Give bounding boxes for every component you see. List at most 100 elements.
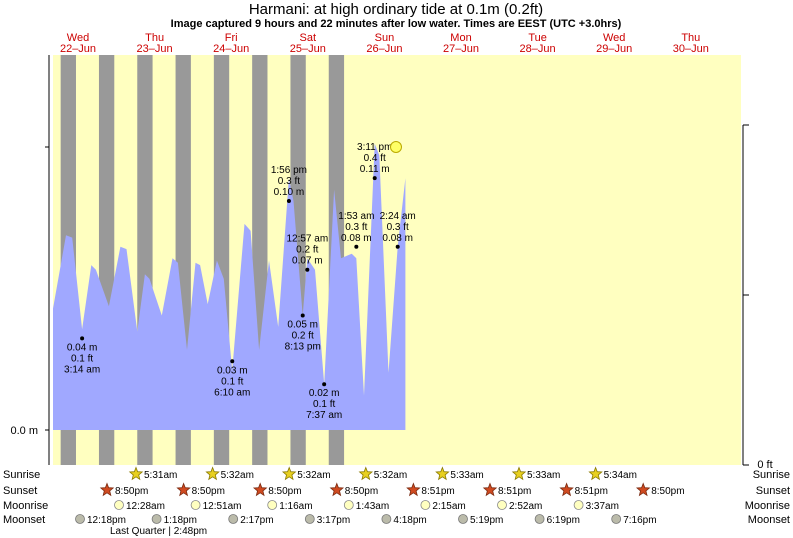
day-of-week-label: Mon: [450, 32, 471, 44]
sunset-star-icon: [252, 482, 268, 497]
moonset-time: 7:16pm: [623, 515, 656, 526]
moonrise-icon: [343, 500, 354, 510]
extreme-time-label: 12:57 am: [286, 234, 328, 245]
sunset-time: 8:51pm: [575, 486, 608, 497]
moonrise-icon: [420, 500, 431, 510]
sunrise-star-icon: [588, 466, 603, 481]
date-label: 24–Jun: [213, 43, 249, 55]
tide-extreme-point: [305, 267, 310, 272]
extreme-time-label: 8:13 pm: [285, 342, 321, 353]
tide-extreme-point: [286, 199, 291, 203]
day-of-week-label: Tue: [528, 32, 547, 44]
tide-area: [53, 143, 406, 431]
day-of-week-label: Sun: [375, 32, 395, 44]
row-label-right: Sunset: [756, 485, 790, 497]
moon-icon: [390, 141, 402, 153]
tide-extreme-point: [322, 382, 327, 387]
chart-title: Harmani: at high ordinary tide at 0.1m (…: [249, 1, 543, 18]
plot-area: 0.04 m0.1 ft3:14 am 0.03 m0.1 ft6:10 am1:…: [10, 55, 773, 471]
sunset-star-icon: [482, 482, 498, 497]
moonset-time: 2:17pm: [240, 515, 273, 526]
moonrise-icon: [114, 500, 124, 510]
sunrise-time: 5:34am: [604, 470, 637, 481]
moonset-icon: [75, 514, 85, 524]
tide-extreme-point: [230, 359, 235, 364]
chart-subtitle: Image captured 9 hours and 22 minutes af…: [171, 18, 622, 30]
extreme-ft-label: 0.3 ft: [387, 222, 409, 233]
date-label: 25–Jun: [290, 43, 326, 55]
row-label-left: Sunset: [3, 485, 37, 497]
extreme-m-label: 0.08 m: [341, 233, 372, 244]
moon-phase-note: Last Quarter | 2:48pm: [110, 526, 207, 537]
extreme-ft-label: 0.4 ft: [364, 153, 386, 164]
date-label: 28–Jun: [520, 43, 556, 55]
sunrise-star-icon: [205, 466, 220, 481]
extreme-time-label: 3:11 pm: [357, 142, 392, 153]
extreme-m-label: 0.03 m: [217, 365, 248, 376]
astro-table: Sunrise Sunrise Sunset Sunset Moonrise Moonri…: [3, 466, 790, 537]
extreme-ft-label: 0.1 ft: [313, 399, 335, 410]
moonset-time: 6:19pm: [547, 515, 580, 526]
sunset-star-icon: [99, 482, 115, 497]
tide-extreme-point: [354, 244, 359, 249]
extreme-m-label: 0.04 m: [67, 342, 98, 353]
moonset-time: 1:18pm: [164, 515, 197, 526]
sunrise-time: 5:32am: [297, 470, 330, 481]
sunset-star-icon: [329, 482, 345, 497]
sunrise-star-icon: [281, 466, 297, 481]
moonset-time: 4:18pm: [393, 515, 426, 526]
extreme-m-label: 0.05 m: [287, 320, 318, 331]
moonrise-time: 2:52am: [509, 501, 542, 512]
sunrise-star-icon: [128, 466, 144, 481]
extreme-time-label: 1:53 am: [338, 211, 374, 222]
extreme-time-label: 2:24 am: [380, 211, 416, 222]
moonset-time: 5:19pm: [470, 515, 503, 526]
sunrise-star-icon: [358, 466, 374, 481]
sunset-time: 8:51pm: [498, 486, 531, 497]
extreme-ft-label: 0.3 ft: [345, 222, 367, 233]
tide-extreme-point: [300, 313, 305, 318]
sunrise-time: 5:32am: [221, 470, 254, 481]
moonrise-time: 1:16am: [279, 501, 312, 512]
sunrise-star-icon: [511, 466, 527, 481]
date-label: 26–Jun: [366, 43, 402, 55]
extreme-time-label: 7:37 am: [306, 410, 342, 421]
day-of-week-label: Wed: [67, 32, 89, 44]
sunset-time: 8:50pm: [345, 486, 378, 497]
extreme-ft-label: 0.2 ft: [296, 245, 318, 256]
moonset-icon: [304, 514, 315, 524]
day-of-week-label: Sat: [300, 32, 317, 44]
extreme-time-label: 3:14 am: [64, 364, 100, 375]
tide-extreme-point: [372, 176, 377, 181]
sunset-star-icon: [406, 482, 421, 497]
moonset-icon: [611, 514, 622, 524]
sunset-time: 8:50pm: [115, 486, 148, 497]
extreme-m-label: 0.11 m: [360, 164, 390, 175]
moonrise-time: 3:37am: [586, 501, 619, 512]
date-label: 29–Jun: [596, 43, 632, 55]
row-label-right: Moonset: [748, 514, 790, 526]
extreme-ft-label: 0.1 ft: [71, 353, 93, 364]
extreme-time-label: 6:10 am: [214, 387, 250, 398]
moonset-time: 3:17pm: [317, 515, 350, 526]
moonrise-time: 12:28am: [126, 501, 165, 512]
y-axis-label-ft: 0 ft: [757, 459, 772, 471]
moonrise-icon: [573, 500, 584, 510]
moonrise-icon: [190, 500, 201, 510]
moonset-icon: [381, 514, 392, 524]
day-of-week-label: Thu: [145, 32, 164, 44]
sunset-time: 8:50pm: [192, 486, 225, 497]
extreme-m-label: 0.07 m: [292, 256, 323, 267]
row-label-left: Sunrise: [3, 469, 40, 481]
sunrise-star-icon: [435, 466, 450, 481]
moonset-icon: [458, 514, 468, 524]
extreme-ft-label: 0.3 ft: [278, 176, 300, 187]
sunset-time: 8:50pm: [651, 486, 684, 497]
row-label-right: Moonrise: [745, 500, 790, 512]
sunrise-time: 5:32am: [374, 470, 407, 481]
moonrise-icon: [497, 500, 507, 510]
row-label-left: Moonset: [3, 514, 45, 526]
sunrise-time: 5:31am: [144, 470, 177, 481]
extreme-ft-label: 0.1 ft: [221, 376, 243, 387]
